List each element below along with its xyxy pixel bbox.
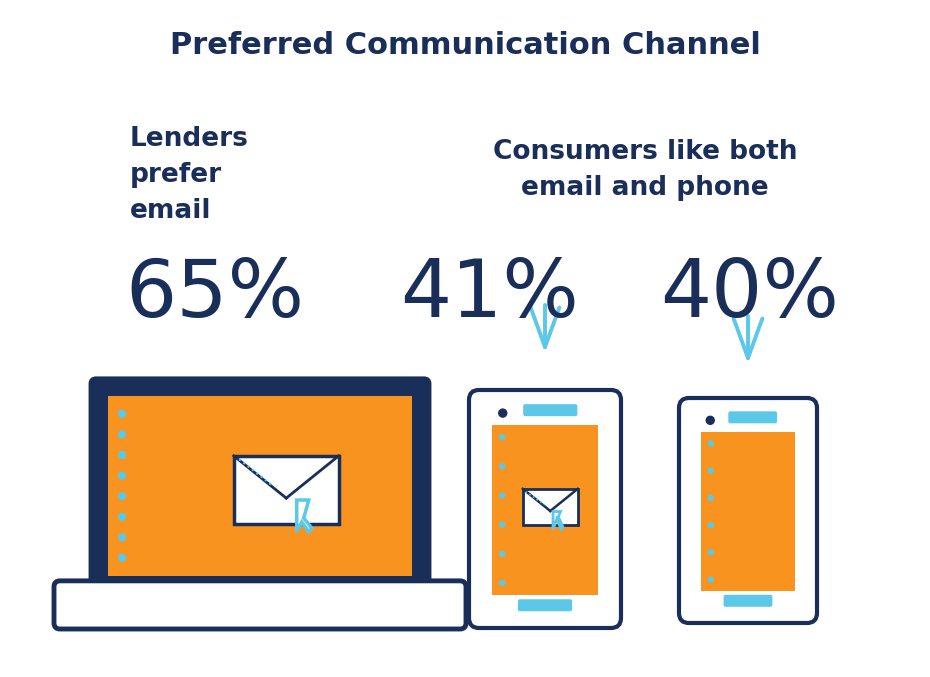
Text: Lenders
prefer
email: Lenders prefer email: [130, 126, 249, 224]
Circle shape: [499, 435, 505, 439]
Circle shape: [118, 472, 126, 479]
FancyBboxPatch shape: [701, 431, 795, 592]
Circle shape: [499, 551, 505, 556]
Circle shape: [118, 533, 126, 541]
Circle shape: [499, 522, 505, 527]
FancyBboxPatch shape: [728, 412, 777, 423]
FancyBboxPatch shape: [724, 595, 773, 607]
Circle shape: [499, 464, 505, 468]
Circle shape: [118, 410, 126, 417]
Circle shape: [118, 431, 126, 438]
Circle shape: [118, 493, 126, 500]
FancyBboxPatch shape: [523, 489, 578, 525]
Text: 65%: 65%: [125, 256, 304, 334]
Text: Consumers like both
email and phone: Consumers like both email and phone: [493, 139, 797, 201]
FancyBboxPatch shape: [108, 396, 412, 576]
Circle shape: [498, 409, 507, 417]
Polygon shape: [553, 512, 563, 529]
Text: 40%: 40%: [660, 256, 840, 334]
Circle shape: [709, 468, 713, 473]
FancyBboxPatch shape: [233, 456, 339, 524]
Circle shape: [118, 554, 126, 561]
FancyBboxPatch shape: [469, 390, 621, 628]
Text: 41%: 41%: [401, 256, 579, 334]
FancyBboxPatch shape: [91, 379, 429, 593]
Circle shape: [706, 416, 714, 424]
Circle shape: [709, 550, 713, 554]
FancyBboxPatch shape: [54, 581, 466, 629]
Circle shape: [499, 581, 505, 586]
Circle shape: [709, 441, 713, 446]
Circle shape: [709, 496, 713, 500]
FancyBboxPatch shape: [492, 425, 598, 595]
Circle shape: [118, 452, 126, 458]
FancyBboxPatch shape: [518, 599, 572, 611]
Text: Preferred Communication Channel: Preferred Communication Channel: [169, 30, 761, 60]
Circle shape: [709, 523, 713, 527]
Circle shape: [118, 513, 126, 520]
FancyBboxPatch shape: [679, 398, 817, 623]
Polygon shape: [297, 500, 312, 532]
FancyBboxPatch shape: [524, 404, 578, 416]
Circle shape: [499, 493, 505, 498]
Circle shape: [709, 577, 713, 582]
